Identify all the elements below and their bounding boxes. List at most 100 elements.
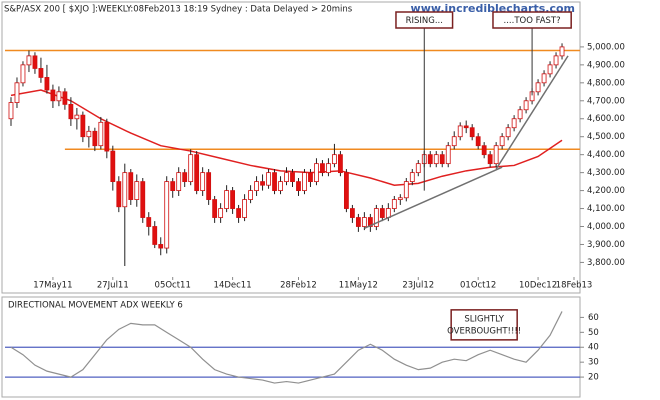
annotation-box (395, 11, 454, 29)
candle-body (451, 136, 457, 147)
candle-body (116, 181, 122, 208)
candle-body (236, 208, 241, 218)
candle-body (110, 150, 116, 183)
annotation-text: RISING... (406, 16, 443, 26)
candle-body (158, 244, 164, 249)
y-tick-label: 3,800.00 (587, 258, 625, 268)
annotation-text: ....TOO FAST? (504, 16, 561, 26)
candle-body (92, 130, 98, 147)
annotation-text: OVERBOUGHT!!!! (447, 326, 521, 336)
candle-body (308, 172, 313, 183)
candle-body (260, 181, 265, 186)
candle-body (182, 172, 188, 183)
y-tick-label: 30 (588, 358, 599, 368)
y-tick-label: 4,500.00 (587, 132, 625, 142)
trendline (364, 166, 503, 229)
candle-body (146, 217, 152, 227)
y-tick-label: 4,000.00 (587, 222, 625, 232)
annotation-text: SLIGHTLY (464, 314, 504, 324)
candle-body (200, 172, 206, 191)
candle-body (290, 172, 295, 183)
candle-body (272, 172, 277, 191)
candle-body (535, 82, 541, 93)
candle-body (320, 163, 325, 174)
trendline (495, 55, 569, 170)
candle-body (314, 163, 319, 183)
candle-body (254, 181, 259, 191)
adx-title: DIRECTIONAL MOVEMENT ADX WEEKLY 6 (8, 301, 183, 311)
candle-body (242, 199, 247, 218)
candle-body (74, 114, 80, 120)
candle-body (367, 217, 373, 227)
annotation-box (450, 309, 518, 341)
candle-body (487, 154, 493, 165)
candle-body (361, 217, 367, 227)
candle-body (224, 190, 230, 209)
y-tick-label: 4,700.00 (587, 96, 625, 106)
candle-body (332, 154, 337, 165)
candle-body (56, 91, 62, 102)
candle-body (499, 136, 505, 147)
candle-body (493, 145, 499, 165)
annotation-box (492, 11, 572, 29)
candle-body (415, 163, 421, 174)
candle-body (481, 145, 487, 156)
x-tick-label: 23Jul12 (402, 281, 434, 291)
y-tick-label: 4,200.00 (587, 186, 625, 196)
candle-body (373, 208, 379, 227)
candle-body (475, 136, 481, 147)
candle-body (344, 172, 349, 209)
candle-body (152, 226, 158, 245)
y-tick-label: 40 (588, 343, 599, 353)
candle-body (14, 82, 20, 103)
candle-body (128, 172, 134, 200)
candle-body (445, 145, 451, 165)
candle-body (194, 154, 200, 191)
y-tick-label: 4,600.00 (587, 114, 625, 124)
candle-body (98, 121, 104, 147)
candle-body (68, 103, 74, 120)
x-tick-label: 10Dec12 (519, 281, 557, 291)
candle-body (62, 91, 68, 105)
x-tick-label: 01Oct12 (460, 281, 496, 291)
y-tick-label: 4,800.00 (587, 78, 625, 88)
y-tick-label: 20 (588, 373, 599, 383)
x-tick-label: 28Feb12 (280, 281, 317, 291)
candle-body (547, 64, 553, 75)
candle-body (541, 73, 547, 84)
candle-body (296, 181, 301, 191)
candle-body (403, 181, 409, 199)
candle-body (463, 125, 469, 129)
candle-body (86, 130, 92, 138)
y-tick-label: 60 (588, 313, 599, 323)
candle-body (140, 181, 146, 218)
candle-body (80, 114, 86, 138)
candle-body (469, 127, 475, 138)
candle-body (559, 46, 565, 57)
candle-body (134, 181, 140, 200)
candle-body (505, 127, 511, 138)
candle-body (104, 121, 110, 152)
candle-body (164, 181, 170, 249)
candle-body (248, 190, 253, 200)
candle-body (170, 181, 176, 191)
y-tick-label: 4,900.00 (587, 60, 625, 70)
x-tick-label: 11May12 (339, 281, 378, 291)
x-tick-label: 14Dec11 (214, 281, 252, 291)
x-tick-label: 17May11 (33, 281, 72, 291)
candle-body (44, 77, 50, 91)
candle-body (188, 154, 194, 183)
candle-body (8, 102, 14, 120)
candle-body (32, 55, 38, 69)
candle-body (218, 208, 224, 218)
y-tick-label: 4,400.00 (587, 150, 625, 160)
y-tick-label: 3,900.00 (587, 240, 625, 250)
x-tick-label: 27Jul11 (97, 281, 129, 291)
price-panel-frame (1, 1, 581, 294)
candle-body (284, 172, 289, 183)
candle-body (511, 118, 517, 129)
candle-body (230, 190, 236, 209)
candle-body (433, 154, 439, 165)
